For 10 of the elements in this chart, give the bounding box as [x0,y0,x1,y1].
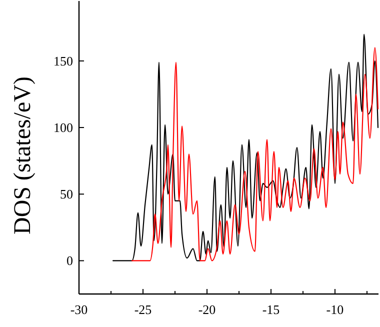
y-axis-title: DOS (states/eV) [10,76,36,234]
x-tick-label: -20 [198,302,216,317]
x-tick-label: -15 [262,302,280,317]
y-tick-label: 150 [54,53,73,68]
y-tick-label: 50 [60,186,73,202]
x-tick-label: -30 [70,302,88,317]
y-tick-label: 0 [66,253,73,268]
x-tick-label: -25 [134,302,152,317]
y-tick-label: 100 [54,120,73,136]
x-tick-label: -10 [326,302,344,317]
